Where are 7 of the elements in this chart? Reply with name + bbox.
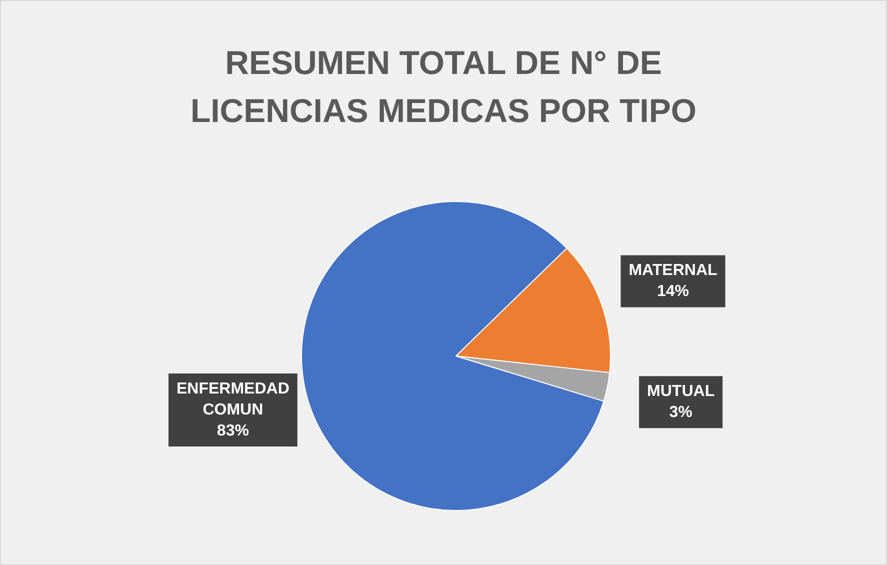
slice-label: MUTUAL <box>647 383 715 400</box>
data-label: 14% <box>656 283 690 300</box>
chart-title: RESUMEN TOTAL DE N° DE LICENCIAS MEDICAS POR TIPO <box>189 43 698 131</box>
data-label: 3% <box>669 404 692 422</box>
data-label: 83% <box>216 422 249 440</box>
slice-label: ENFERMEDAD COMUN <box>176 380 290 418</box>
slice-label: MATERNAL <box>628 262 718 280</box>
